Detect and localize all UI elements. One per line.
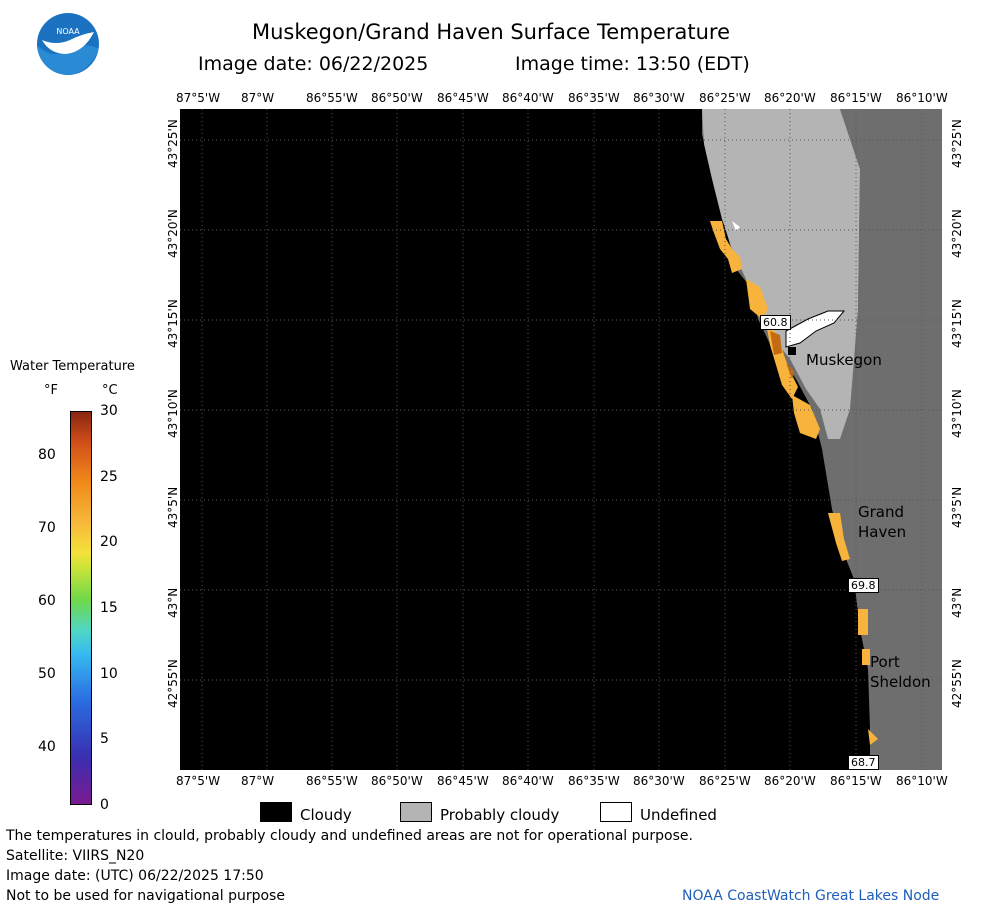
colorbar-c-tick: 10 <box>100 665 118 682</box>
lat-label-right: 43°5'N <box>950 486 964 528</box>
lon-label-bottom: 86°30'W <box>633 774 685 788</box>
legend-swatch-cloudy <box>260 802 292 822</box>
footer-utc-date: Image date: (UTC) 06/22/2025 17:50 <box>6 868 264 884</box>
sst-map <box>180 109 942 770</box>
colorbar <box>70 411 92 805</box>
map-grid <box>180 109 942 770</box>
lat-label-left: 43°25'N <box>166 119 180 168</box>
lon-label-top: 86°15'W <box>830 91 882 105</box>
lat-label-left: 43°N <box>166 587 180 618</box>
lon-label-bottom: 87°5'W <box>176 774 221 788</box>
colorbar-c-tick: 15 <box>100 600 118 616</box>
lon-label-bottom: 86°55'W <box>306 774 358 788</box>
image-time: Image time: 13:50 (EDT) <box>515 53 750 75</box>
lat-label-left: 43°20'N <box>166 209 180 258</box>
lon-label-top: 86°35'W <box>568 91 620 105</box>
undefined-area-north <box>732 221 740 231</box>
page-title: Muskegon/Grand Haven Surface Temperature <box>251 20 731 44</box>
image-date: Image date: 06/22/2025 <box>198 53 429 75</box>
place-port-sheldon-2: Sheldon <box>870 673 931 691</box>
colorbar-unit-c: °C <box>102 383 118 398</box>
colorbar-f-tick: 40 <box>38 738 56 755</box>
lon-label-bottom: 86°10'W <box>896 774 948 788</box>
lon-label-top: 87°5'W <box>176 91 221 105</box>
lon-label-top: 86°20'W <box>764 91 816 105</box>
place-port-sheldon-1: Port <box>870 653 900 671</box>
lat-label-right: 43°10'N <box>950 389 964 438</box>
value-grand-haven: 69.8 <box>848 578 879 593</box>
lat-label-left: 43°15'N <box>166 299 180 348</box>
lat-label-left: 42°55'N <box>166 659 180 708</box>
probably-cloudy-light <box>702 109 860 439</box>
lat-label-right: 42°55'N <box>950 659 964 708</box>
colorbar-f-tick: 50 <box>38 665 56 682</box>
lon-label-bottom: 86°15'W <box>830 774 882 788</box>
lon-label-top: 86°45'W <box>437 91 489 105</box>
colorbar-f-tick: 70 <box>38 519 56 536</box>
lat-label-right: 43°N <box>950 587 964 618</box>
colorbar-f-tick: 60 <box>38 592 56 609</box>
legend-label-undefined: Undefined <box>640 806 717 824</box>
lat-label-left: 43°10'N <box>166 389 180 438</box>
place-grand-haven-1: Grand <box>858 503 905 521</box>
noaa-logo: NOAA <box>37 13 99 75</box>
lat-label-right: 43°20'N <box>950 209 964 258</box>
colorbar-c-tick: 25 <box>100 468 118 485</box>
muskegon-marker <box>788 347 796 355</box>
lat-label-right: 43°25'N <box>950 119 964 168</box>
footer-navigational: Not to be used for navigational purpose <box>6 888 285 904</box>
legend-label-cloudy: Cloudy <box>300 806 352 824</box>
lon-label-top: 86°40'W <box>502 91 554 105</box>
colorbar-c-tick: 30 <box>100 403 118 419</box>
logo-text: NOAA <box>56 27 80 36</box>
footer-credit: NOAA CoastWatch Great Lakes Node <box>682 888 940 904</box>
footer-satellite: Satellite: VIIRS_N20 <box>6 848 145 864</box>
lon-label-bottom: 87°W <box>241 774 275 788</box>
lon-label-bottom: 86°40'W <box>502 774 554 788</box>
lon-label-top: 86°25'W <box>699 91 751 105</box>
lat-label-left: 43°5'N <box>166 486 180 528</box>
legend-swatch-undefined <box>600 802 632 822</box>
footer-disclaimer: The temperatures in clould, probably clo… <box>6 828 693 844</box>
lon-label-bottom: 86°20'W <box>764 774 816 788</box>
colorbar-f-tick: 80 <box>38 446 56 463</box>
legend-label-probably-cloudy: Probably cloudy <box>440 806 560 824</box>
probably-cloudy-dark-edge <box>840 109 942 770</box>
colorbar-c-tick: 0 <box>100 797 109 813</box>
value-muskegon: 60.8 <box>760 315 791 330</box>
lon-label-top: 86°55'W <box>306 91 358 105</box>
undefined-area-muskegon-lake <box>785 310 846 348</box>
warm-water-dark <box>770 331 794 379</box>
colorbar-unit-f: °F <box>44 383 58 398</box>
lon-label-bottom: 86°25'W <box>699 774 751 788</box>
lon-label-bottom: 86°45'W <box>437 774 489 788</box>
colorbar-c-tick: 5 <box>100 731 109 748</box>
lon-label-top: 86°50'W <box>371 91 423 105</box>
place-grand-haven-2: Haven <box>858 523 907 541</box>
lon-label-top: 86°30'W <box>633 91 685 105</box>
colorbar-title: Water Temperature <box>10 359 135 374</box>
place-muskegon: Muskegon <box>806 351 882 369</box>
value-port-sheldon: 68.7 <box>848 755 879 770</box>
legend-swatch-probably-cloudy <box>400 802 432 822</box>
lon-label-bottom: 86°50'W <box>371 774 423 788</box>
lat-label-right: 43°15'N <box>950 299 964 348</box>
colorbar-c-tick: 20 <box>100 534 118 551</box>
lon-label-top: 86°10'W <box>896 91 948 105</box>
lon-label-bottom: 86°35'W <box>568 774 620 788</box>
lon-label-top: 87°W <box>241 91 275 105</box>
